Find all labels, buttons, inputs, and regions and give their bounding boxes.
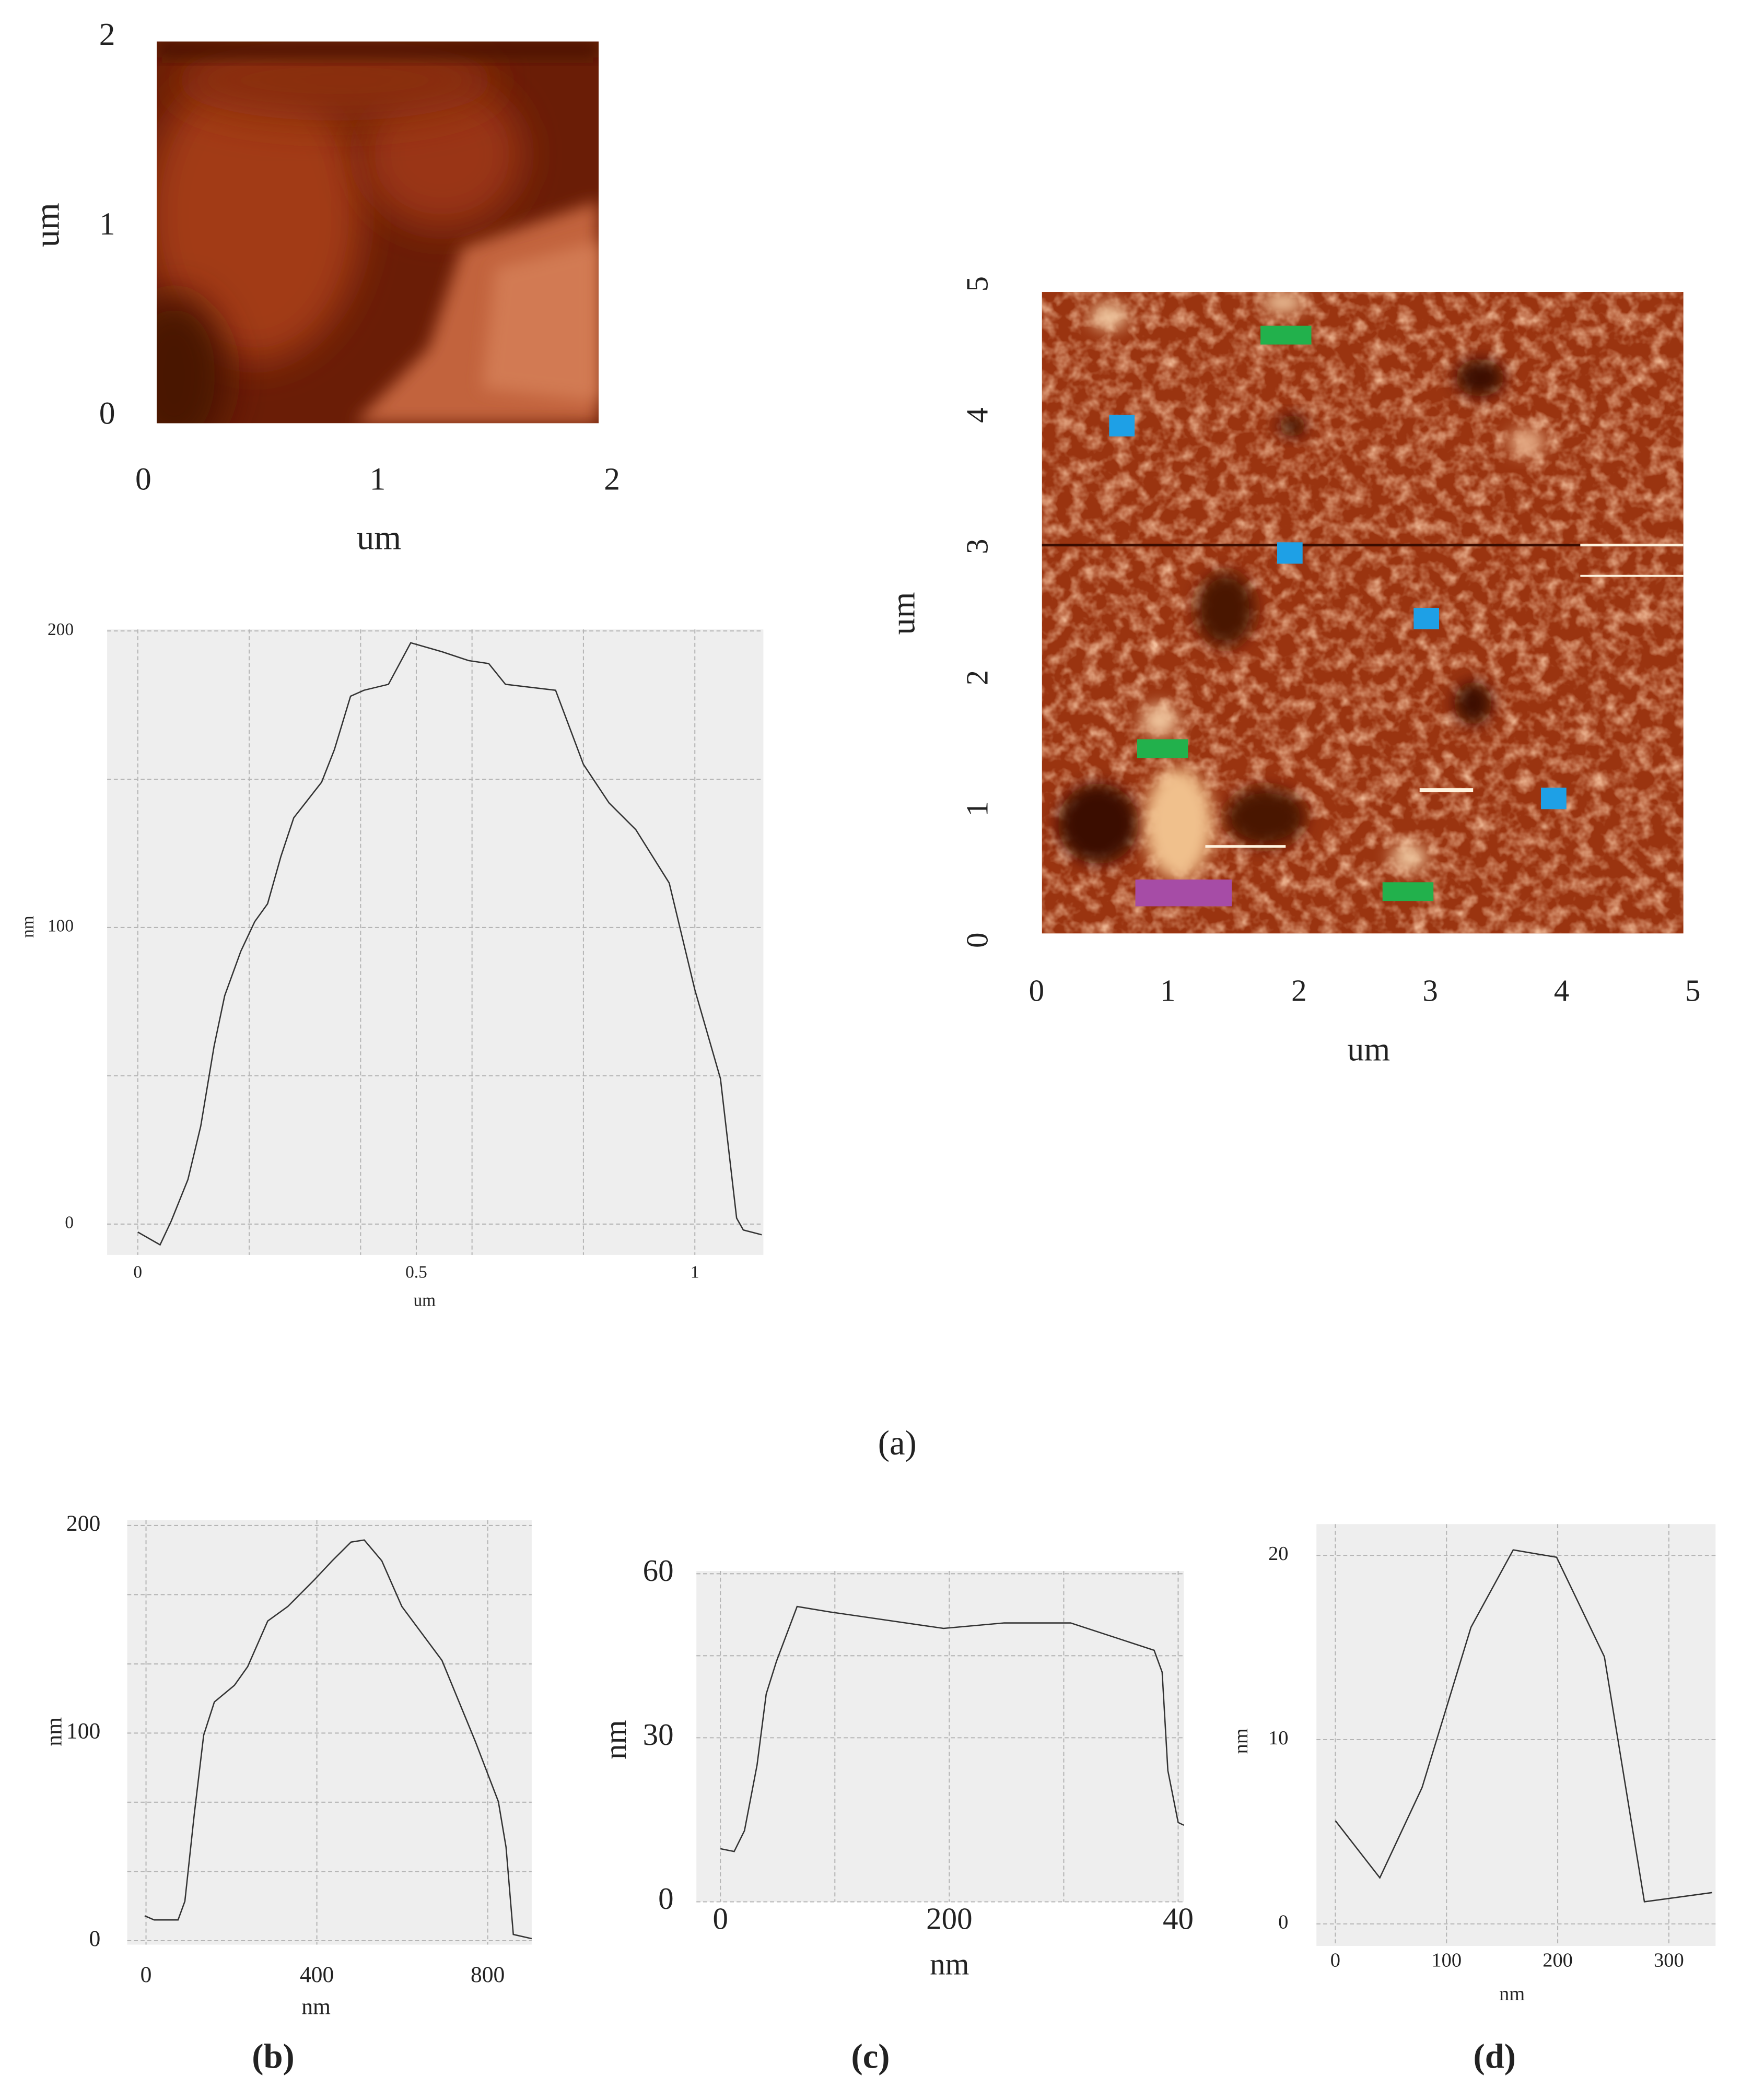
x-tick-label: 0 — [141, 1962, 152, 1987]
marker — [1277, 542, 1303, 564]
x-tick-label: 40 — [1163, 1901, 1194, 1935]
marker — [1137, 739, 1188, 758]
marker — [1413, 607, 1440, 630]
marker — [1109, 415, 1135, 437]
afm-image — [1042, 292, 1684, 934]
x-tick-label: 1 — [1160, 973, 1175, 1007]
x-tick-label: 200 — [926, 1901, 972, 1935]
y-tick-label: 2 — [960, 670, 994, 685]
plot-background — [1316, 1524, 1716, 1946]
y-tick-label: 3 — [960, 539, 994, 554]
y-tick-label: 2 — [99, 17, 115, 52]
y-tick-label: 60 — [643, 1553, 674, 1588]
profile-line — [144, 1539, 532, 1940]
x-tick-label: 0 — [1330, 1950, 1340, 1972]
x-axis-label: um — [1347, 1030, 1390, 1067]
x-tick-label: 0 — [1029, 973, 1044, 1007]
y-tick-label: 200 — [48, 620, 74, 639]
profile-line — [720, 1605, 1184, 1852]
x-tick-label: 0 — [712, 1901, 728, 1935]
y-tick-label: 0 — [658, 1881, 673, 1916]
x-tick-label: 300 — [1654, 1950, 1684, 1972]
panel-caption: (d) — [1474, 2037, 1516, 2075]
x-tick-label: 0.5 — [405, 1262, 427, 1282]
x-tick-label: 1 — [691, 1262, 699, 1282]
plot-background — [696, 1571, 1184, 1902]
y-tick-label: 0 — [99, 396, 115, 431]
x-tick-label: 2 — [604, 461, 620, 497]
x-tick-label: 0 — [135, 461, 151, 497]
y-tick-label: 100 — [48, 917, 74, 936]
y-tick-label: 4 — [960, 407, 994, 423]
marker — [1260, 325, 1312, 345]
y-tick-label: 5 — [960, 276, 994, 291]
marker — [1541, 788, 1567, 810]
x-tick-label: 4 — [1554, 973, 1569, 1007]
y-tick-label: 30 — [643, 1717, 674, 1752]
panel-caption: (b) — [252, 2037, 294, 2075]
profile-line — [137, 642, 762, 1246]
y-axis-label: nm — [18, 916, 38, 938]
profile-line — [1335, 1549, 1713, 1903]
y-tick-label: 10 — [1268, 1727, 1288, 1749]
y-tick-label: 0 — [65, 1213, 74, 1232]
y-axis-label: nm — [42, 1717, 67, 1746]
x-axis-label: nm — [930, 1947, 969, 1981]
x-axis-label: nm — [301, 1995, 331, 2020]
y-axis-label: nm — [1230, 1728, 1252, 1754]
plot-background — [127, 1520, 532, 1945]
x-tick-label: 200 — [1543, 1950, 1573, 1972]
x-tick-label: 400 — [300, 1962, 334, 1987]
panel-caption: (a) — [878, 1424, 917, 1462]
afm-image — [156, 41, 599, 424]
y-tick-label: 1 — [960, 801, 994, 816]
x-tick-label: 100 — [1431, 1950, 1462, 1972]
marker — [1382, 882, 1434, 901]
x-tick-label: 800 — [471, 1962, 505, 1987]
y-tick-label: 200 — [66, 1511, 100, 1536]
x-axis-label: nm — [1499, 1983, 1525, 2005]
marker — [1135, 879, 1232, 907]
y-tick-label: 0 — [89, 1926, 100, 1951]
x-axis-label: um — [413, 1290, 436, 1310]
x-tick-label: 3 — [1422, 973, 1438, 1007]
y-tick-label: 0 — [1278, 1911, 1288, 1933]
x-tick-label: 5 — [1685, 973, 1700, 1007]
plot-background — [107, 629, 764, 1255]
x-tick-label: 2 — [1291, 973, 1306, 1007]
x-axis-label: um — [357, 519, 401, 557]
y-tick-label: 0 — [960, 932, 994, 947]
y-tick-label: 1 — [99, 206, 115, 242]
y-axis-label: um — [884, 592, 921, 635]
x-tick-label: 1 — [370, 461, 386, 497]
y-axis-label: um — [29, 203, 67, 247]
x-tick-label: 0 — [133, 1262, 142, 1282]
y-axis-label: nm — [598, 1720, 633, 1759]
y-tick-label: 100 — [66, 1718, 100, 1743]
panel-caption: (c) — [851, 2037, 890, 2075]
y-tick-label: 20 — [1268, 1543, 1288, 1565]
